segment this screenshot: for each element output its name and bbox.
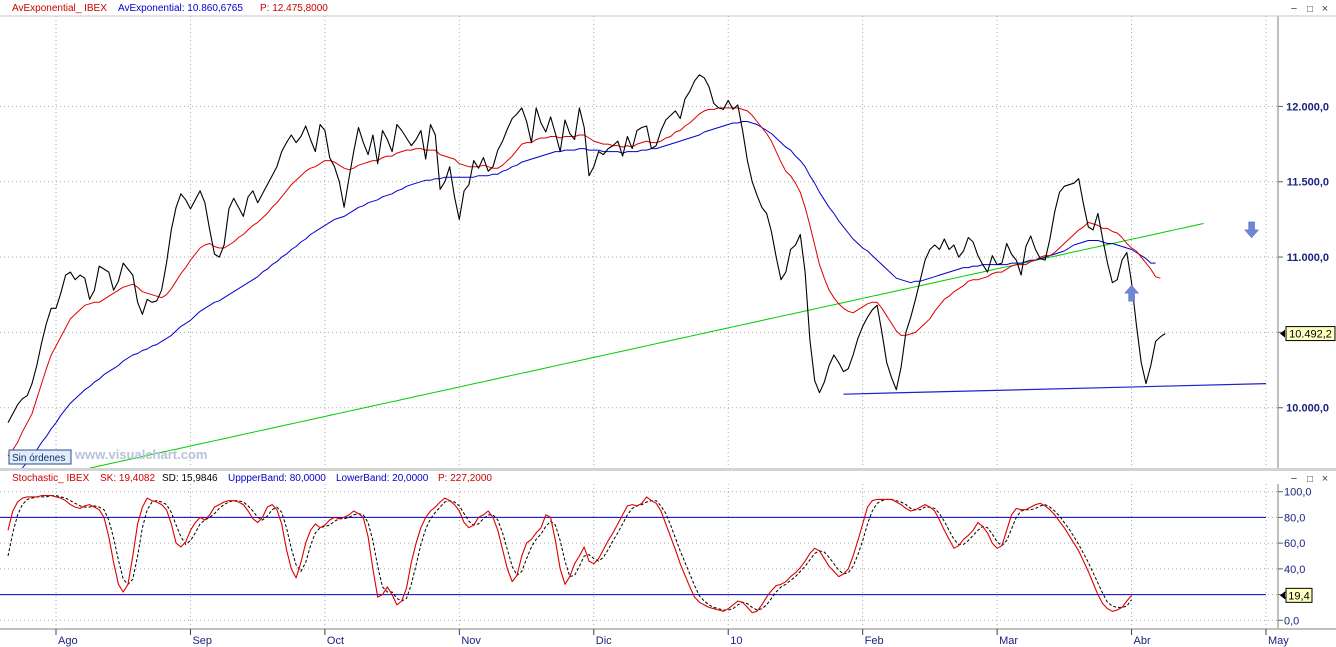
ema-slow-line[interactable]: [7, 121, 1156, 484]
panel-splitter[interactable]: [0, 468, 1336, 471]
price-value-box: [1285, 326, 1336, 342]
orders-button-label: Sin órdenes: [12, 453, 65, 464]
stoch-y-tick-label: 60,0: [1284, 538, 1305, 550]
price-y-tick-label: 12.000,0: [1286, 101, 1329, 113]
stoch-close-icon: ×: [1322, 473, 1328, 485]
ema-fast-line[interactable]: [7, 107, 1161, 457]
stoch-close-button[interactable]: ×: [1322, 473, 1328, 485]
price-maximize-button[interactable]: □: [1307, 4, 1313, 15]
stoch-y-tick-label: 0,0: [1284, 615, 1299, 627]
stoch-maximize-button[interactable]: □: [1307, 474, 1313, 485]
date-tick-label: Ago: [58, 635, 78, 647]
stoch-maximize-icon: □: [1307, 474, 1313, 485]
stoch-series-group: [0, 495, 1266, 614]
orders-button[interactable]: Sin órdenes: [8, 449, 72, 465]
price-y-axis: 10.000,010.500,011.000,011.500,012.000,0…: [1278, 101, 1336, 415]
stoch-minimize-icon: −: [1291, 473, 1297, 485]
stoch-sd-line[interactable]: [7, 495, 1132, 611]
date-tick-label: May: [1268, 635, 1289, 647]
orders-button-frame: [8, 449, 72, 465]
stoch-value-label: 19,4: [1288, 590, 1309, 602]
date-axis-bar[interactable]: [0, 629, 1336, 647]
stoch-upper-label: UppperBand: 80,0000: [228, 473, 326, 484]
arrow-up-icon[interactable]: [1124, 284, 1140, 302]
price-close-button[interactable]: ×: [1322, 3, 1328, 15]
stoch-plot-area[interactable]: [0, 484, 1278, 628]
price-grid: [0, 16, 1278, 468]
date-tick-label: Nov: [461, 635, 481, 647]
stoch-header-bar: [0, 471, 1336, 484]
price-study-name: AvExponential_ IBEX: [12, 3, 107, 14]
support-trendline[interactable]: [843, 383, 1267, 395]
stoch-sk-line[interactable]: [7, 495, 1133, 614]
date-x-axis: Ago Sep Oct Nov Dic 10 Feb Mar Abr May: [55, 629, 1289, 647]
stoch-marker-pointer: [1280, 591, 1285, 600]
stoch-value-box: [1285, 587, 1313, 603]
price-value-label: 10.492,2: [1289, 329, 1332, 341]
price-line[interactable]: [7, 74, 1166, 424]
price-y-tick-label: 11.000,0: [1287, 252, 1329, 264]
price-marker-pointer: [1280, 329, 1285, 338]
price-plot-area[interactable]: [0, 16, 1278, 468]
price-minimize-button[interactable]: −: [1291, 3, 1297, 15]
date-tick-label: Oct: [327, 635, 344, 647]
watermark: www.visualchart.com: [74, 447, 207, 462]
price-y-tick-label: 10.000,0: [1286, 403, 1329, 415]
price-series-a-label: AvExponential: 10.860,6765: [118, 3, 243, 14]
date-tick-label: Dic: [596, 635, 612, 647]
stoch-y-tick-label: 80,0: [1284, 512, 1305, 524]
date-tick-label: 10: [730, 635, 742, 647]
stoch-y-tick-label: 40,0: [1284, 564, 1305, 576]
stoch-sd-label: SD: 15,9846: [162, 473, 218, 484]
stoch-minimize-button[interactable]: −: [1291, 473, 1297, 485]
stoch-p-label: P: 227,2000: [438, 473, 492, 484]
stoch-study-name: Stochastic_ IBEX: [12, 473, 90, 484]
price-y-tick-label: 11.500,0: [1287, 177, 1329, 189]
price-close-icon: ×: [1322, 3, 1328, 15]
price-maximize-icon: □: [1307, 4, 1313, 15]
ema-long-line[interactable]: [7, 223, 1204, 487]
stoch-lower-label: LowerBand: 20,0000: [336, 473, 429, 484]
price-axis-area[interactable]: [1278, 16, 1336, 468]
date-tick-label: Mar: [999, 635, 1018, 647]
price-series-group: [7, 74, 1267, 487]
price-header-bar: [0, 0, 1336, 16]
stoch-y-tick-label: 100,0: [1284, 487, 1312, 499]
stoch-sk-label: SK: 19,4082: [100, 473, 155, 484]
arrow-down-icon[interactable]: [1244, 221, 1260, 239]
date-tick-label: Abr: [1134, 635, 1151, 647]
price-series-b-label: P: 12.475,8000: [260, 3, 328, 14]
date-tick-label: Feb: [865, 635, 884, 647]
price-minimize-icon: −: [1291, 3, 1297, 15]
date-tick-label: Sep: [192, 635, 212, 647]
